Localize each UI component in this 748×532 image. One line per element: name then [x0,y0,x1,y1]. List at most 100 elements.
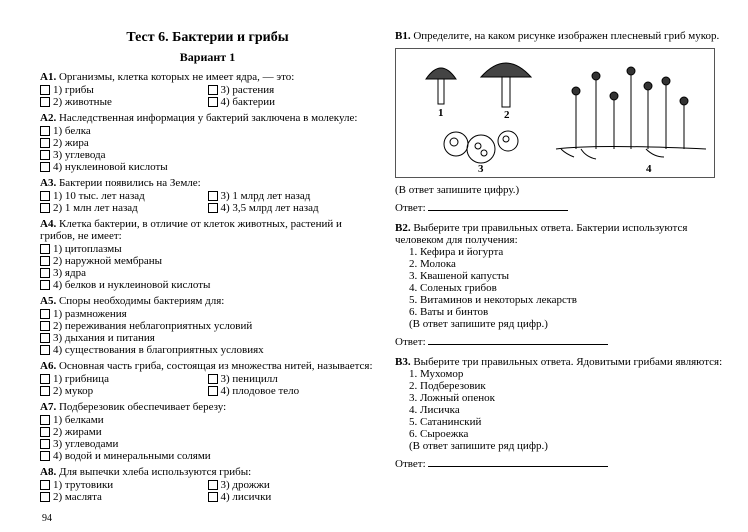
a5-opt3: 3) дыхания и питания [53,332,155,344]
checkbox[interactable] [40,191,50,201]
q-a4-label: А4. [40,218,56,230]
checkbox[interactable] [40,480,50,490]
a6-opt2: 2) мукор [53,385,93,397]
checkbox[interactable] [208,203,218,213]
question-a3: А3. Бактерии появились на Земле: 1) 10 т… [40,177,375,214]
checkbox[interactable] [40,162,50,172]
checkbox[interactable] [40,427,50,437]
b1-answer-label: Ответ: [395,202,426,214]
question-a4: А4. Клетка бактерии, в отличие от клеток… [40,218,375,291]
pic-label-3: 3 [478,163,484,175]
checkbox[interactable] [208,480,218,490]
q-a6-label: А6. [40,360,56,372]
a2-opt1: 1) белка [53,125,91,137]
q-a1-label: А1. [40,71,56,83]
checkbox[interactable] [208,85,218,95]
checkbox[interactable] [40,439,50,449]
right-column: В1. Определите, на каком рисунке изображ… [395,30,725,507]
b2-item6: 6. Ваты и бинтов [395,306,725,318]
question-b1: В1. Определите, на каком рисунке изображ… [395,30,725,214]
b3-item1: 1. Мухомор [395,368,725,380]
a4-opt2: 2) наружной мембраны [53,255,162,267]
checkbox[interactable] [208,97,218,107]
b2-item3: 3. Квашеной капусты [395,270,725,282]
question-a1: А1. Организмы, клетка которых не имеет я… [40,71,375,108]
checkbox[interactable] [40,203,50,213]
b2-answer-label: Ответ: [395,336,426,348]
a6-opt3: 3) пеницилл [221,373,278,385]
a5-opt2: 2) переживания неблагоприятных условий [53,320,252,332]
q-a4-text: Клетка бактерии, в отличие от клеток жив… [40,218,342,242]
checkbox[interactable] [208,492,218,502]
a3-opt4: 4) 3,5 млрд лет назад [221,202,319,214]
a7-opt2: 2) жирами [53,426,102,438]
checkbox[interactable] [40,333,50,343]
a4-opt4: 4) белков и нуклеиновой кислоты [53,279,210,291]
b3-item3: 3. Ложный опенок [395,392,725,404]
q-b1-text: Определите, на каком рисунке изображен п… [413,30,719,42]
question-b3: В3. Выберите три правильных ответа. Ядов… [395,356,725,470]
checkbox[interactable] [40,345,50,355]
checkbox[interactable] [40,309,50,319]
a3-opt2: 2) 1 млн лет назад [53,202,138,214]
checkbox[interactable] [208,386,218,396]
q-a6-text: Основная часть гриба, состоящая из множе… [59,360,373,372]
a3-opt3: 3) 1 млрд лет назад [221,190,311,202]
checkbox[interactable] [40,85,50,95]
checkbox[interactable] [40,126,50,136]
pic-label-1: 1 [438,107,444,119]
a7-opt4: 4) водой и минеральными солями [53,450,211,462]
a1-opt2: 2) животные [53,96,112,108]
checkbox[interactable] [40,415,50,425]
question-a6: А6. Основная часть гриба, состоящая из м… [40,360,375,397]
question-a7: А7. Подберезовик обеспечивает березу: 1)… [40,401,375,462]
q-a8-text: Для выпечки хлеба используются грибы: [59,466,251,478]
b2-answer-line[interactable] [428,344,608,345]
checkbox[interactable] [40,321,50,331]
b3-answer-line[interactable] [428,466,608,467]
checkbox[interactable] [40,150,50,160]
a5-opt1: 1) размножения [53,308,127,320]
a4-opt1: 1) цитоплазмы [53,243,122,255]
a2-opt2: 2) жира [53,137,89,149]
a7-opt1: 1) белками [53,414,104,426]
q-a8-label: А8. [40,466,56,478]
checkbox[interactable] [40,256,50,266]
a5-opt4: 4) существования в благоприятных условия… [53,344,264,356]
checkbox[interactable] [208,374,218,384]
q-a2-text: Наследственная информация у бактерий зак… [59,112,357,124]
q-b2-label: В2. [395,222,411,234]
b3-item6: 6. Сыроежка [395,428,725,440]
checkbox[interactable] [40,244,50,254]
checkbox[interactable] [40,386,50,396]
a1-opt3: 3) растения [221,84,275,96]
checkbox[interactable] [40,268,50,278]
test-title: Тест 6. Бактерии и грибы [40,30,375,46]
checkbox[interactable] [40,451,50,461]
pic-label-4: 4 [646,163,652,175]
question-a8: А8. Для выпечки хлеба используются грибы… [40,466,375,503]
q-b1-label: В1. [395,30,411,42]
checkbox[interactable] [40,492,50,502]
q-b3-label: В3. [395,356,411,368]
checkbox[interactable] [40,97,50,107]
b1-answer-line[interactable] [428,210,568,211]
left-column: Тест 6. Бактерии и грибы Вариант 1 А1. О… [40,30,375,507]
a7-opt3: 3) углеводами [53,438,118,450]
a2-opt3: 3) углевода [53,149,106,161]
b2-item5: 5. Витаминов и некоторых лекарств [395,294,725,306]
b3-item4: 4. Лисичка [395,404,725,416]
a1-opt1: 1) грибы [53,84,94,96]
a1-opt4: 4) бактерии [221,96,276,108]
b2-item4: 4. Соленых грибов [395,282,725,294]
b3-item2: 2. Подберезовик [395,380,725,392]
b1-note: (В ответ запишите цифру.) [395,184,725,196]
question-a5: А5. Споры необходимы бактериям для: 1) р… [40,295,375,356]
page-number: 94 [42,513,52,524]
checkbox[interactable] [40,138,50,148]
b3-answer-label: Ответ: [395,458,426,470]
checkbox[interactable] [40,280,50,290]
checkbox[interactable] [208,191,218,201]
b2-item1: 1. Кефира и йогурта [395,246,725,258]
checkbox[interactable] [40,374,50,384]
